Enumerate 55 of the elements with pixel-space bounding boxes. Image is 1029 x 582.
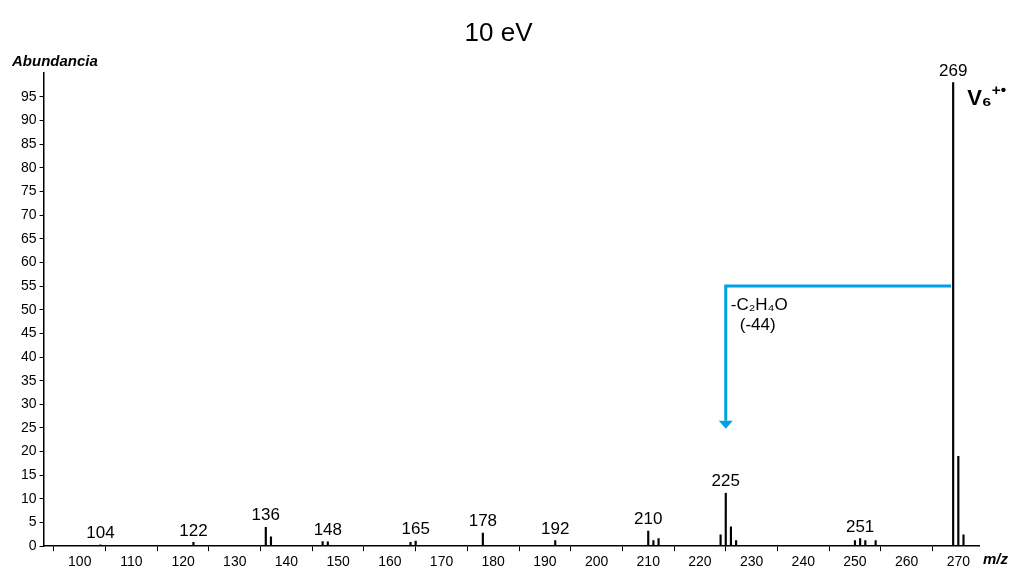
y-tick-label: 35: [20, 371, 37, 388]
y-tick-label: 20: [20, 442, 37, 459]
x-tick-label: 180: [481, 553, 506, 570]
annotation: -C₂H₄O: [730, 295, 788, 315]
y-axis-title: Abundancia: [11, 51, 98, 69]
annotation: 251: [845, 516, 875, 536]
annotation: 104: [86, 522, 115, 542]
annotation: 178: [468, 511, 498, 531]
annotation: 165: [401, 519, 430, 539]
y-tick-label: 0: [28, 537, 37, 554]
y-tick-label: 40: [20, 347, 37, 364]
annotation: 136: [251, 505, 280, 525]
y-tick-label: 5: [28, 513, 37, 530]
annotation: (-44): [739, 315, 776, 335]
y-tick-label: 70: [20, 205, 37, 222]
annotation: 210: [634, 509, 663, 529]
x-tick-label: 270: [946, 553, 971, 570]
y-tick-label: 30: [20, 395, 37, 412]
y-tick-label: 90: [20, 111, 37, 128]
annotation: 148: [313, 520, 343, 540]
x-tick-label: 220: [688, 553, 712, 570]
x-tick-label: 190: [533, 553, 557, 570]
y-tick-label: 45: [20, 324, 37, 341]
y-tick-label: 80: [20, 158, 37, 175]
annotation: 192: [541, 518, 570, 538]
y-tick-label: 60: [20, 253, 37, 270]
y-tick-label: 85: [20, 135, 37, 152]
chart-title: 10 eV: [464, 16, 534, 47]
y-tick-label: 15: [20, 466, 37, 483]
y-tick-label: 55: [20, 276, 37, 293]
annotation: V₆+•: [967, 80, 1007, 110]
x-tick-label: 160: [378, 553, 402, 570]
x-tick-label: 230: [739, 553, 764, 570]
y-tick-label: 95: [20, 87, 37, 104]
x-tick-label: 100: [68, 553, 92, 570]
y-tick-label: 65: [20, 229, 37, 246]
x-tick-label: 130: [223, 553, 247, 570]
x-axis-title: m/z: [983, 550, 1009, 568]
y-tick-label: 75: [20, 182, 37, 199]
y-tick-label: 50: [20, 300, 37, 317]
x-tick-label: 200: [584, 553, 609, 570]
annotation: 225: [711, 471, 740, 491]
annotation: 122: [179, 520, 208, 540]
x-tick-label: 140: [274, 553, 299, 570]
x-tick-label: 120: [171, 553, 195, 570]
y-tick-label: 10: [20, 489, 37, 506]
x-tick-label: 250: [843, 553, 867, 570]
x-tick-label: 260: [894, 553, 919, 570]
x-tick-label: 150: [326, 553, 351, 570]
x-tick-label: 210: [636, 553, 661, 570]
y-tick-label: 25: [20, 418, 37, 435]
x-tick-label: 110: [120, 553, 143, 570]
x-tick-label: 170: [429, 553, 454, 570]
annotation: 269: [938, 60, 968, 80]
x-tick-label: 240: [791, 553, 816, 570]
